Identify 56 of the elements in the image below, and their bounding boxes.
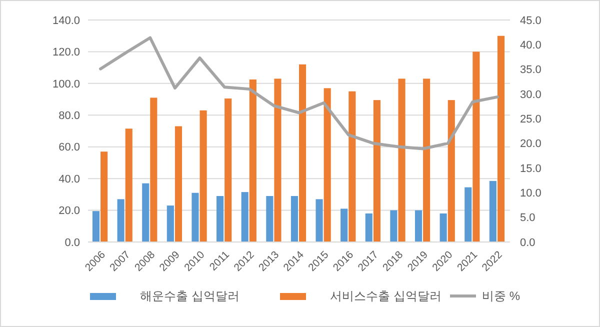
line-series: [99, 36, 499, 150]
y2-tick-label: 5.0: [520, 212, 536, 224]
bar: [142, 183, 150, 242]
y2-tick-label: 25.0: [520, 114, 542, 126]
bar: [92, 211, 100, 242]
bar: [497, 36, 505, 242]
y-tick-label: 100.0: [52, 78, 80, 90]
y2-tick-label: 10.0: [520, 188, 542, 200]
bar: [316, 199, 323, 242]
bar: [472, 52, 480, 242]
y-tick-label: 120.0: [52, 46, 80, 59]
y-tick-label: 0.0: [64, 236, 80, 249]
bar: [266, 196, 274, 242]
bar: [390, 210, 398, 242]
bar: [166, 206, 174, 242]
y2-tick-label: 20.0: [520, 138, 542, 150]
bar: [241, 192, 248, 242]
y-tick-label: 60.0: [58, 142, 80, 154]
y2-tick-label: 30.0: [520, 88, 542, 101]
bar: [290, 196, 298, 242]
bar: [299, 64, 306, 242]
bar: [440, 213, 447, 242]
bar: [373, 100, 380, 242]
bar: [100, 152, 108, 242]
bar: [324, 88, 331, 242]
bar: [365, 213, 372, 242]
legend-label: 서비스수출 십억달러: [330, 289, 442, 304]
bar: [125, 128, 132, 242]
bar: [398, 78, 406, 242]
bar: [216, 196, 224, 242]
y2-tick-label: 15.0: [520, 162, 542, 175]
legend-label: 비중 %: [482, 289, 520, 304]
bar: [117, 199, 124, 242]
bar: [274, 78, 282, 242]
bar: [423, 78, 430, 242]
y-tick-label: 40.0: [58, 173, 80, 186]
bar: [224, 98, 232, 242]
bar: [448, 100, 455, 242]
y-tick-label: 80.0: [58, 110, 80, 122]
bar: [200, 110, 207, 242]
y-tick-label: 20.0: [58, 205, 80, 218]
y2-tick-label: 45.0: [520, 14, 542, 27]
bar: [174, 126, 182, 242]
bar: [414, 210, 422, 242]
bar: [150, 98, 158, 242]
y2-tick-label: 40.0: [520, 40, 542, 52]
y2-tick-label: 35.0: [520, 64, 542, 76]
bar: [192, 192, 199, 242]
bar: [348, 91, 356, 242]
y2-tick-label: 0.0: [520, 236, 536, 249]
bar: [464, 187, 472, 242]
bar: [340, 208, 348, 242]
legend-label: 해운수출 십억달러: [140, 289, 240, 304]
bar: [249, 79, 256, 242]
bar: [489, 180, 496, 242]
y-tick-label: 140.0: [52, 14, 80, 27]
